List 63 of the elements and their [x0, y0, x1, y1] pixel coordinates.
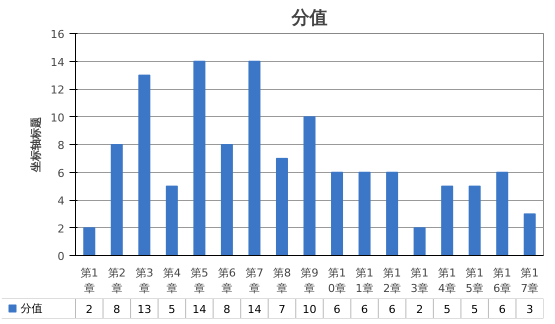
data-label: 2 — [86, 303, 93, 316]
y-tick-label: 10 — [50, 111, 65, 124]
y-tick-label: 0 — [58, 250, 64, 263]
x-tick-label: 第1章 — [80, 266, 98, 296]
bar — [110, 144, 123, 256]
data-label: 6 — [361, 303, 368, 316]
data-label: 6 — [498, 303, 506, 316]
y-tick-label: 12 — [50, 84, 65, 96]
x-tick-label: 第14章 — [438, 266, 456, 296]
y-axis-title: 坐标轴标题 — [30, 117, 43, 173]
x-tick-label: 第10章 — [328, 266, 346, 296]
data-label: 5 — [168, 303, 176, 316]
x-tick-label: 第13章 — [410, 266, 429, 296]
x-tick-label: 第4章 — [162, 266, 181, 296]
bar — [524, 213, 536, 256]
bar — [166, 186, 178, 256]
x-tick-label: 第11章 — [356, 266, 374, 296]
bar — [138, 74, 150, 256]
bar — [358, 172, 371, 256]
y-tick-label: 4 — [58, 194, 64, 208]
x-tick-label: 第15章 — [466, 266, 484, 296]
x-tick-label: 第17章 — [520, 266, 539, 296]
data-label: 5 — [444, 303, 451, 316]
data-label: 6 — [334, 303, 341, 316]
bar — [441, 186, 454, 256]
y-tick-label: 6 — [58, 166, 64, 180]
chart-title: 分值 — [290, 8, 328, 28]
x-tick-label: 第6章 — [218, 266, 236, 296]
bar — [414, 227, 426, 256]
bar — [303, 116, 316, 256]
bar — [220, 144, 233, 256]
y-tick-label: 8 — [58, 139, 64, 152]
bar — [276, 158, 288, 256]
data-label: 5 — [471, 303, 478, 316]
data-label: 14 — [192, 303, 206, 316]
bar — [496, 172, 508, 256]
x-tick-label: 第5章 — [190, 266, 208, 296]
x-tick-label: 第2章 — [108, 266, 126, 296]
data-label: 6 — [388, 303, 396, 316]
x-tick-label: 第7章 — [245, 266, 264, 296]
data-label: 2 — [416, 303, 424, 316]
x-tick-label: 第3章 — [135, 266, 154, 296]
x-tick-label: 第12章 — [383, 266, 402, 296]
data-label: 7 — [278, 303, 286, 316]
y-tick-label: 2 — [58, 222, 64, 236]
data-label: 10 — [302, 303, 316, 316]
data-label: 13 — [137, 303, 152, 316]
data-label: 3 — [526, 303, 534, 316]
y-tick-label: 14 — [50, 56, 65, 69]
y-tick-label: 16 — [50, 28, 65, 41]
data-label: 8 — [113, 303, 120, 316]
data-label: 8 — [223, 303, 230, 316]
bar — [193, 60, 206, 256]
x-tick-label: 第9章 — [300, 266, 318, 296]
legend-label: 分值 — [20, 302, 42, 315]
bar — [248, 60, 260, 256]
x-tick-label: 第16章 — [493, 266, 512, 296]
bar — [468, 186, 481, 256]
bar — [331, 172, 344, 256]
x-tick-label: 第8章 — [272, 266, 291, 296]
data-label: 14 — [247, 303, 262, 316]
bar — [386, 172, 398, 256]
bar — [83, 227, 96, 256]
